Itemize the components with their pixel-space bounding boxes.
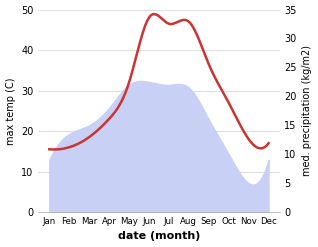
Y-axis label: max temp (C): max temp (C) (5, 77, 16, 144)
X-axis label: date (month): date (month) (118, 231, 200, 242)
Y-axis label: med. precipitation (kg/m2): med. precipitation (kg/m2) (302, 45, 313, 176)
